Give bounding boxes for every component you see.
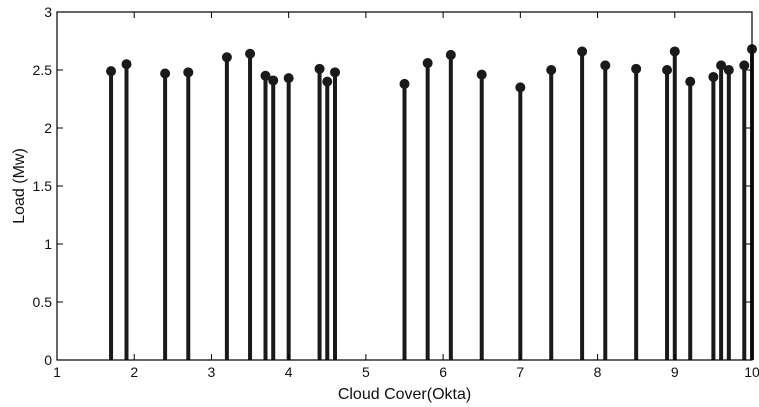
stem-marker-7 — [260, 70, 271, 81]
y-tick-label-4: 1.5 — [33, 178, 53, 194]
stem-marker-12 — [330, 67, 340, 78]
y-tick-label-2: 0.5 — [33, 294, 53, 310]
y-tick-label-3: 1 — [44, 236, 52, 252]
stem-marker-27 — [723, 65, 734, 75]
stem-marker-28 — [739, 60, 750, 71]
stem-marker-3 — [160, 68, 171, 79]
y-tick-label-6: 2.5 — [33, 62, 53, 78]
stem-marker-11 — [322, 76, 333, 87]
x-tick-label-10: 10 — [744, 364, 759, 380]
stem-marker-9 — [283, 73, 294, 84]
x-tick-label-7: 7 — [516, 364, 524, 380]
stem-marker-10 — [314, 63, 325, 74]
x-tick-label-6: 6 — [439, 364, 447, 380]
stem-marker-6 — [245, 48, 256, 59]
x-tick-label-2: 2 — [130, 364, 138, 380]
x-tick-label-9: 9 — [671, 364, 679, 380]
stem-marker-22 — [662, 65, 673, 75]
stem-marker-14 — [422, 58, 433, 69]
marks-layer — [106, 44, 757, 360]
y-tick-label-1: 0 — [44, 352, 52, 368]
x-tick-label-5: 5 — [362, 364, 370, 380]
x-tick-label-1: 1 — [53, 364, 61, 380]
stem-marker-19 — [577, 46, 588, 57]
stem-marker-13 — [399, 78, 410, 89]
stem-marker-8 — [268, 75, 279, 86]
x-tick-label-3: 3 — [208, 364, 216, 380]
stem-marker-17 — [515, 82, 526, 93]
stem-marker-25 — [708, 71, 719, 82]
x-tick-label-8: 8 — [594, 364, 602, 380]
stem-marker-2 — [121, 59, 132, 70]
stem-marker-21 — [631, 63, 642, 74]
stem-marker-23 — [669, 46, 680, 57]
stem-marker-1 — [106, 66, 117, 77]
x-tick-label-4: 4 — [285, 364, 293, 380]
stem-marker-24 — [685, 76, 696, 87]
stem-marker-20 — [600, 60, 611, 71]
stem-marker-15 — [445, 49, 456, 60]
y-tick-label-5: 2 — [44, 120, 52, 136]
stem-marker-18 — [546, 65, 557, 75]
stem-marker-5 — [221, 52, 232, 63]
y-tick-label-7: 3 — [44, 4, 52, 20]
stem-marker-4 — [183, 67, 194, 78]
y-axis-title: Load (Mw) — [11, 148, 28, 224]
stem-marker-16 — [476, 69, 487, 80]
x-axis-title: Cloud Cover(Okta) — [338, 386, 471, 403]
ticks-layer: 1 2 3 4 5 6 7 8 9 10 0 0.5 1 1.5 2 2.5 3 — [33, 4, 759, 380]
stem-marker-26 — [716, 60, 727, 71]
